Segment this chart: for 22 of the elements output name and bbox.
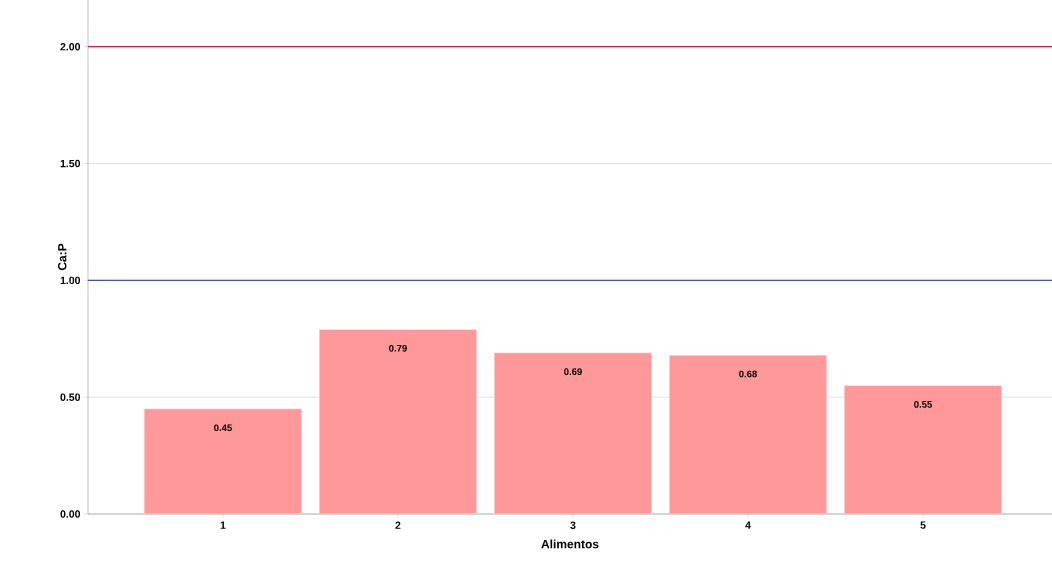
x-tick-label: 1 bbox=[220, 521, 226, 529]
x-tick-label: 2 bbox=[395, 521, 401, 529]
bar bbox=[494, 352, 652, 514]
y-tick-label: 0.00 bbox=[60, 510, 81, 518]
data-label: 0.45 bbox=[214, 424, 232, 432]
y-axis-title: Ca:P bbox=[57, 243, 67, 271]
data-label: 0.55 bbox=[914, 401, 932, 408]
x-tick-label: 5 bbox=[920, 521, 926, 529]
bar bbox=[669, 354, 827, 514]
bar bbox=[143, 408, 302, 514]
y-tick-label: 1.50 bbox=[60, 159, 81, 168]
data-label: 0.69 bbox=[564, 368, 582, 376]
y-tick-label: 1.00 bbox=[60, 276, 81, 285]
data-label: 0.79 bbox=[389, 344, 407, 352]
y-tick-label: 0.50 bbox=[60, 393, 81, 401]
y-tick-label: 2.00 bbox=[60, 43, 81, 51]
bar bbox=[319, 329, 477, 514]
x-axis-title: Alimentos bbox=[541, 539, 599, 549]
x-tick-label: 3 bbox=[570, 521, 576, 529]
x-tick-label: 4 bbox=[745, 521, 751, 529]
bar bbox=[844, 385, 1002, 514]
data-label: 0.68 bbox=[739, 370, 757, 378]
